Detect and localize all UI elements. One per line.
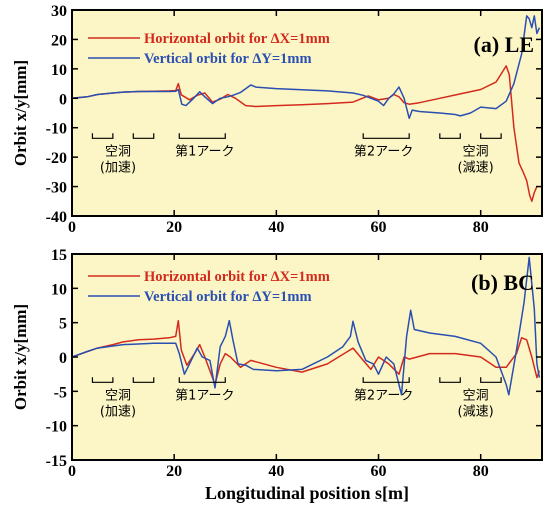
section-bracket — [439, 377, 461, 383]
annotations-bc: 空洞(加速)第1アーク 第2アーク 空洞(減速) — [91, 377, 502, 419]
section-bracket — [362, 377, 410, 383]
section-bracket — [480, 377, 502, 383]
y-tick-label: -15 — [46, 453, 67, 470]
series-line-vertical — [72, 15, 541, 120]
section-label: 空洞 — [463, 144, 489, 159]
section-bracket — [362, 133, 410, 139]
x-tick-label: 60 — [371, 463, 387, 480]
section-bracket — [178, 133, 226, 139]
section-label: 第1アーク — [175, 388, 235, 403]
x-tick-label: 40 — [268, 463, 284, 480]
section-sublabel: (減速) — [458, 159, 494, 175]
y-tick-label: -5 — [54, 384, 67, 401]
annotations-le: 空洞(加速)第1アーク 第2アーク 空洞(減速) — [91, 133, 502, 175]
x-tick-label: 60 — [371, 219, 387, 236]
x-axis-label: Longitudinal position s[m] — [205, 483, 409, 503]
y-tick-label: 10 — [51, 281, 67, 298]
y-tick-label: 10 — [51, 62, 67, 79]
y-tick-label: 5 — [59, 316, 67, 333]
section-bracket — [178, 377, 226, 383]
legend-label-horizontal: Horizontal orbit for ΔX=1mm — [144, 269, 330, 285]
ticks-le: 0 20 40 60 80 30 20 10 0 -10 -20 -30 -40 — [46, 3, 542, 236]
section-sublabel: (加速) — [100, 404, 136, 419]
x-tick-label: 80 — [473, 219, 489, 236]
y-tick-label: -20 — [46, 150, 67, 167]
series-le — [72, 15, 541, 203]
y-tick-label: 20 — [51, 32, 67, 49]
panel-label-le: (a) LE — [474, 32, 535, 57]
section-bracket — [132, 133, 155, 139]
y-tick-label: 15 — [51, 247, 67, 264]
plot-area-le — [71, 9, 543, 217]
section-bracket — [91, 133, 114, 139]
legend-le: Horizontal orbit for ΔX=1mm Vertical orb… — [88, 31, 330, 67]
section-sublabel: (減速) — [458, 403, 494, 419]
section-label: 空洞 — [463, 388, 489, 403]
series-line-vertical — [72, 256, 541, 396]
series-line-horizontal — [72, 319, 541, 386]
y-tick-label: -40 — [46, 209, 67, 226]
y-axis-label-le: Orbit x/y[mm] — [11, 60, 30, 166]
section-label: 空洞 — [105, 388, 131, 403]
series-bc — [72, 256, 541, 396]
legend-label-horizontal: Horizontal orbit for ΔX=1mm — [144, 31, 330, 47]
legend-bc: Horizontal orbit for ΔX=1mm Vertical orb… — [88, 269, 330, 305]
x-tick-label: 20 — [166, 219, 182, 236]
x-tick-label: 0 — [68, 219, 76, 236]
panel-label-bc: (b) BC — [471, 270, 534, 295]
section-bracket — [480, 133, 502, 139]
y-tick-label: 30 — [51, 3, 67, 20]
section-label: 第2アーク — [354, 144, 414, 159]
section-bracket — [439, 133, 461, 139]
plot-area-bc — [71, 253, 543, 461]
section-bracket — [91, 377, 114, 383]
y-tick-label: 0 — [59, 91, 67, 108]
y-axis-label-bc: Orbit x/y[mm] — [11, 304, 30, 410]
legend-label-vertical: Vertical orbit for ΔY=1mm — [144, 289, 312, 305]
section-label: 第1アーク — [175, 144, 235, 159]
x-tick-label: 0 — [68, 463, 76, 480]
ticks-bc: 0 20 40 60 80 15 10 5 0 -5 -10 -15 — [46, 247, 542, 480]
panel-bc: 空洞(加速)第1アーク 第2アーク 空洞(減速) 0 20 40 60 80151050-5… — [11, 247, 543, 480]
panel-le: 空洞(加速)第1アーク 第2アーク 空洞(減速) 0 20 40 60 803020100-… — [11, 3, 543, 236]
legend-label-vertical: Vertical orbit for ΔY=1mm — [144, 51, 312, 67]
x-tick-label: 40 — [268, 219, 284, 236]
section-sublabel: (加速) — [100, 160, 136, 175]
section-label: 空洞 — [105, 144, 131, 159]
y-tick-label: -10 — [46, 419, 67, 436]
y-tick-label: 0 — [59, 350, 67, 367]
section-bracket — [132, 377, 155, 383]
y-tick-label: -30 — [46, 180, 67, 197]
section-label: 第2アーク — [354, 388, 414, 403]
x-tick-label: 20 — [166, 463, 182, 480]
x-tick-label: 80 — [473, 463, 489, 480]
y-tick-label: -10 — [46, 121, 67, 138]
